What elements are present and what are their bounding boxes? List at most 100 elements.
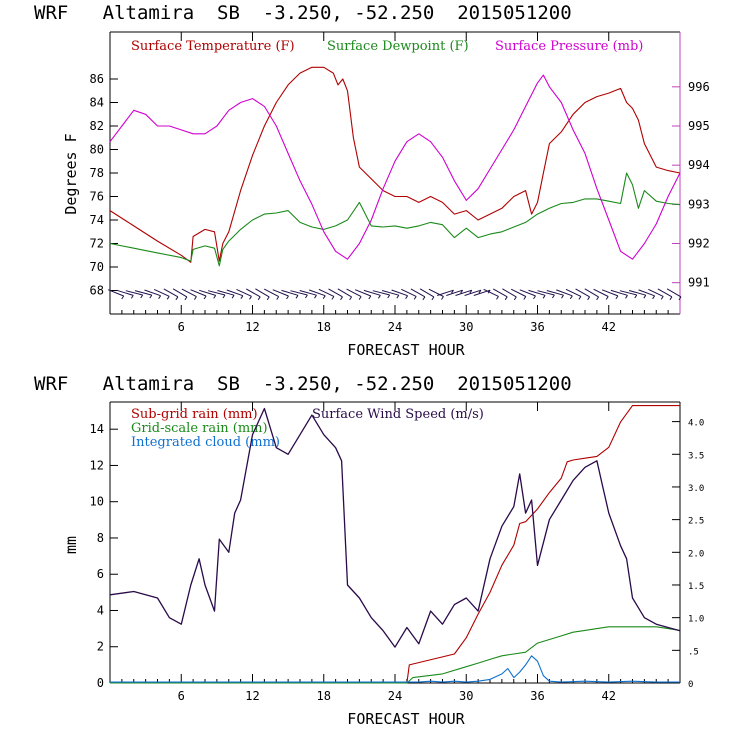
bottom-x-tick-label: 42 — [602, 689, 616, 703]
top-chart-title: WRF Altamira SB -3.250, -52.250 20150512… — [34, 2, 572, 24]
wind-barb — [337, 288, 352, 298]
wind-barb — [172, 288, 188, 298]
wind-barb-flag — [149, 294, 153, 299]
wind-barb-flag — [615, 295, 619, 300]
wind-barb-flag — [413, 296, 417, 300]
wind-barb — [190, 289, 207, 297]
wind-barb-flag — [295, 295, 299, 299]
wind-barb-flag — [276, 296, 280, 300]
wind-barb — [546, 290, 564, 296]
bottom-y-tick-label: 8 — [97, 531, 104, 545]
wind-barb — [272, 289, 289, 297]
wind-barb — [281, 289, 299, 296]
wind-barb — [648, 288, 664, 297]
top-y2-tick-label: 993 — [688, 197, 710, 211]
top-y2-tick-label: 994 — [688, 158, 710, 172]
legend-integrated-cloud: Integrated cloud (mm) — [131, 435, 280, 450]
wind-barb-flag — [523, 296, 527, 300]
top-y2-tick-label: 996 — [688, 80, 710, 94]
wind-barb — [144, 289, 161, 297]
wind-barb-flag — [460, 289, 464, 294]
wind-barb — [255, 288, 270, 298]
wind-barb — [153, 288, 170, 297]
bottom-series-surface-wind-speed-m-s-line — [109, 407, 681, 648]
bottom-x-tick-label: 30 — [459, 689, 473, 703]
wind-barb-flag — [175, 296, 179, 301]
wind-barb — [354, 289, 371, 297]
wind-barb-flag — [266, 296, 270, 301]
bottom-y2-tick-label: 3.5 — [688, 451, 704, 461]
wind-barb — [584, 288, 599, 298]
top-series-surface-temperature-f-line — [109, 66, 681, 263]
bottom-x-tick-label: 36 — [530, 689, 544, 703]
wind-barb — [483, 288, 499, 297]
wind-barb — [593, 288, 609, 297]
wind-barb-flag — [587, 296, 591, 301]
wind-barb-flag — [451, 289, 454, 294]
top-y-tick-label: 86 — [90, 72, 104, 86]
wind-barb-flag — [569, 295, 573, 300]
wind-barb — [107, 289, 124, 297]
wind-barb-flag — [121, 295, 125, 300]
bottom-y-tick-label: 10 — [90, 495, 104, 509]
bottom-y-tick-label: 14 — [90, 422, 104, 436]
wind-barb-flag — [184, 296, 188, 301]
bottom-x-tick-label: 24 — [388, 689, 402, 703]
bottom-y2-tick-label: .5 — [688, 647, 699, 657]
wind-barb-flag — [203, 295, 207, 300]
wind-barb — [610, 289, 628, 296]
wind-barb-flag — [551, 294, 555, 299]
bottom-series-grid-scale-rain-mm-line — [110, 626, 681, 684]
wind-barb — [619, 290, 637, 296]
wind-barb-flag — [213, 295, 217, 299]
top-y-tick-label: 80 — [90, 143, 104, 157]
wind-barb — [217, 290, 235, 296]
wind-barb-flag — [368, 295, 372, 300]
wind-barb — [163, 288, 179, 298]
wind-barb — [492, 288, 508, 298]
wind-barb — [245, 288, 261, 298]
wind-barb — [410, 288, 426, 298]
legend-surface-dewpoint: Surface Dewpoint (F) — [327, 39, 469, 54]
wind-barb-flag — [231, 294, 235, 299]
bottom-y2-tick-label: 1.5 — [688, 582, 704, 592]
wind-barb-flag — [322, 295, 326, 299]
top-y-tick-label: 68 — [90, 284, 104, 298]
wind-barb-flag — [422, 296, 426, 301]
wind-barb — [363, 289, 381, 296]
top-y-axis-label: Degrees F — [62, 133, 80, 214]
wind-barb-flag — [331, 296, 335, 300]
wind-barb — [446, 289, 463, 296]
wind-barb — [601, 289, 619, 297]
bottom-series-sub-grid-rain-mm-line — [110, 405, 680, 684]
wind-barb — [638, 289, 655, 297]
wind-barb-flag — [396, 294, 400, 299]
wind-barb — [299, 290, 317, 296]
wind-barb — [290, 290, 308, 296]
bottom-y2-tick-label: 3.0 — [688, 484, 704, 494]
wind-barb-flag — [377, 295, 381, 299]
wind-barb — [236, 288, 252, 297]
wind-barb-flag — [405, 295, 409, 299]
wind-barb — [510, 288, 527, 297]
bottom-y2-tick-label: 4.0 — [688, 419, 704, 429]
top-x-tick-label: 6 — [178, 320, 185, 334]
top-series-surface-dewpoint-f-line — [109, 172, 681, 267]
bottom-y-tick-label: 12 — [90, 458, 104, 472]
legend-surface-wind-speed: Surface Wind Speed (m/s) — [312, 407, 484, 422]
bottom-x-tick-label: 12 — [245, 689, 259, 703]
wind-barb — [657, 288, 673, 298]
wind-barb-flag — [249, 296, 252, 300]
bottom-y2-tick-label: 2.0 — [688, 549, 704, 559]
wind-barb — [565, 288, 582, 297]
wind-barb — [575, 288, 590, 298]
top-x-tick-label: 24 — [388, 320, 402, 334]
top-x-tick-label: 42 — [602, 320, 616, 334]
wind-barb — [381, 290, 399, 296]
wind-barb-flag — [542, 295, 546, 299]
wind-barb — [528, 289, 546, 296]
wind-barb-flag — [533, 295, 536, 300]
wind-barb-flag — [496, 296, 499, 300]
wind-barb-flag — [652, 295, 656, 300]
top-y-tick-label: 82 — [90, 119, 104, 133]
